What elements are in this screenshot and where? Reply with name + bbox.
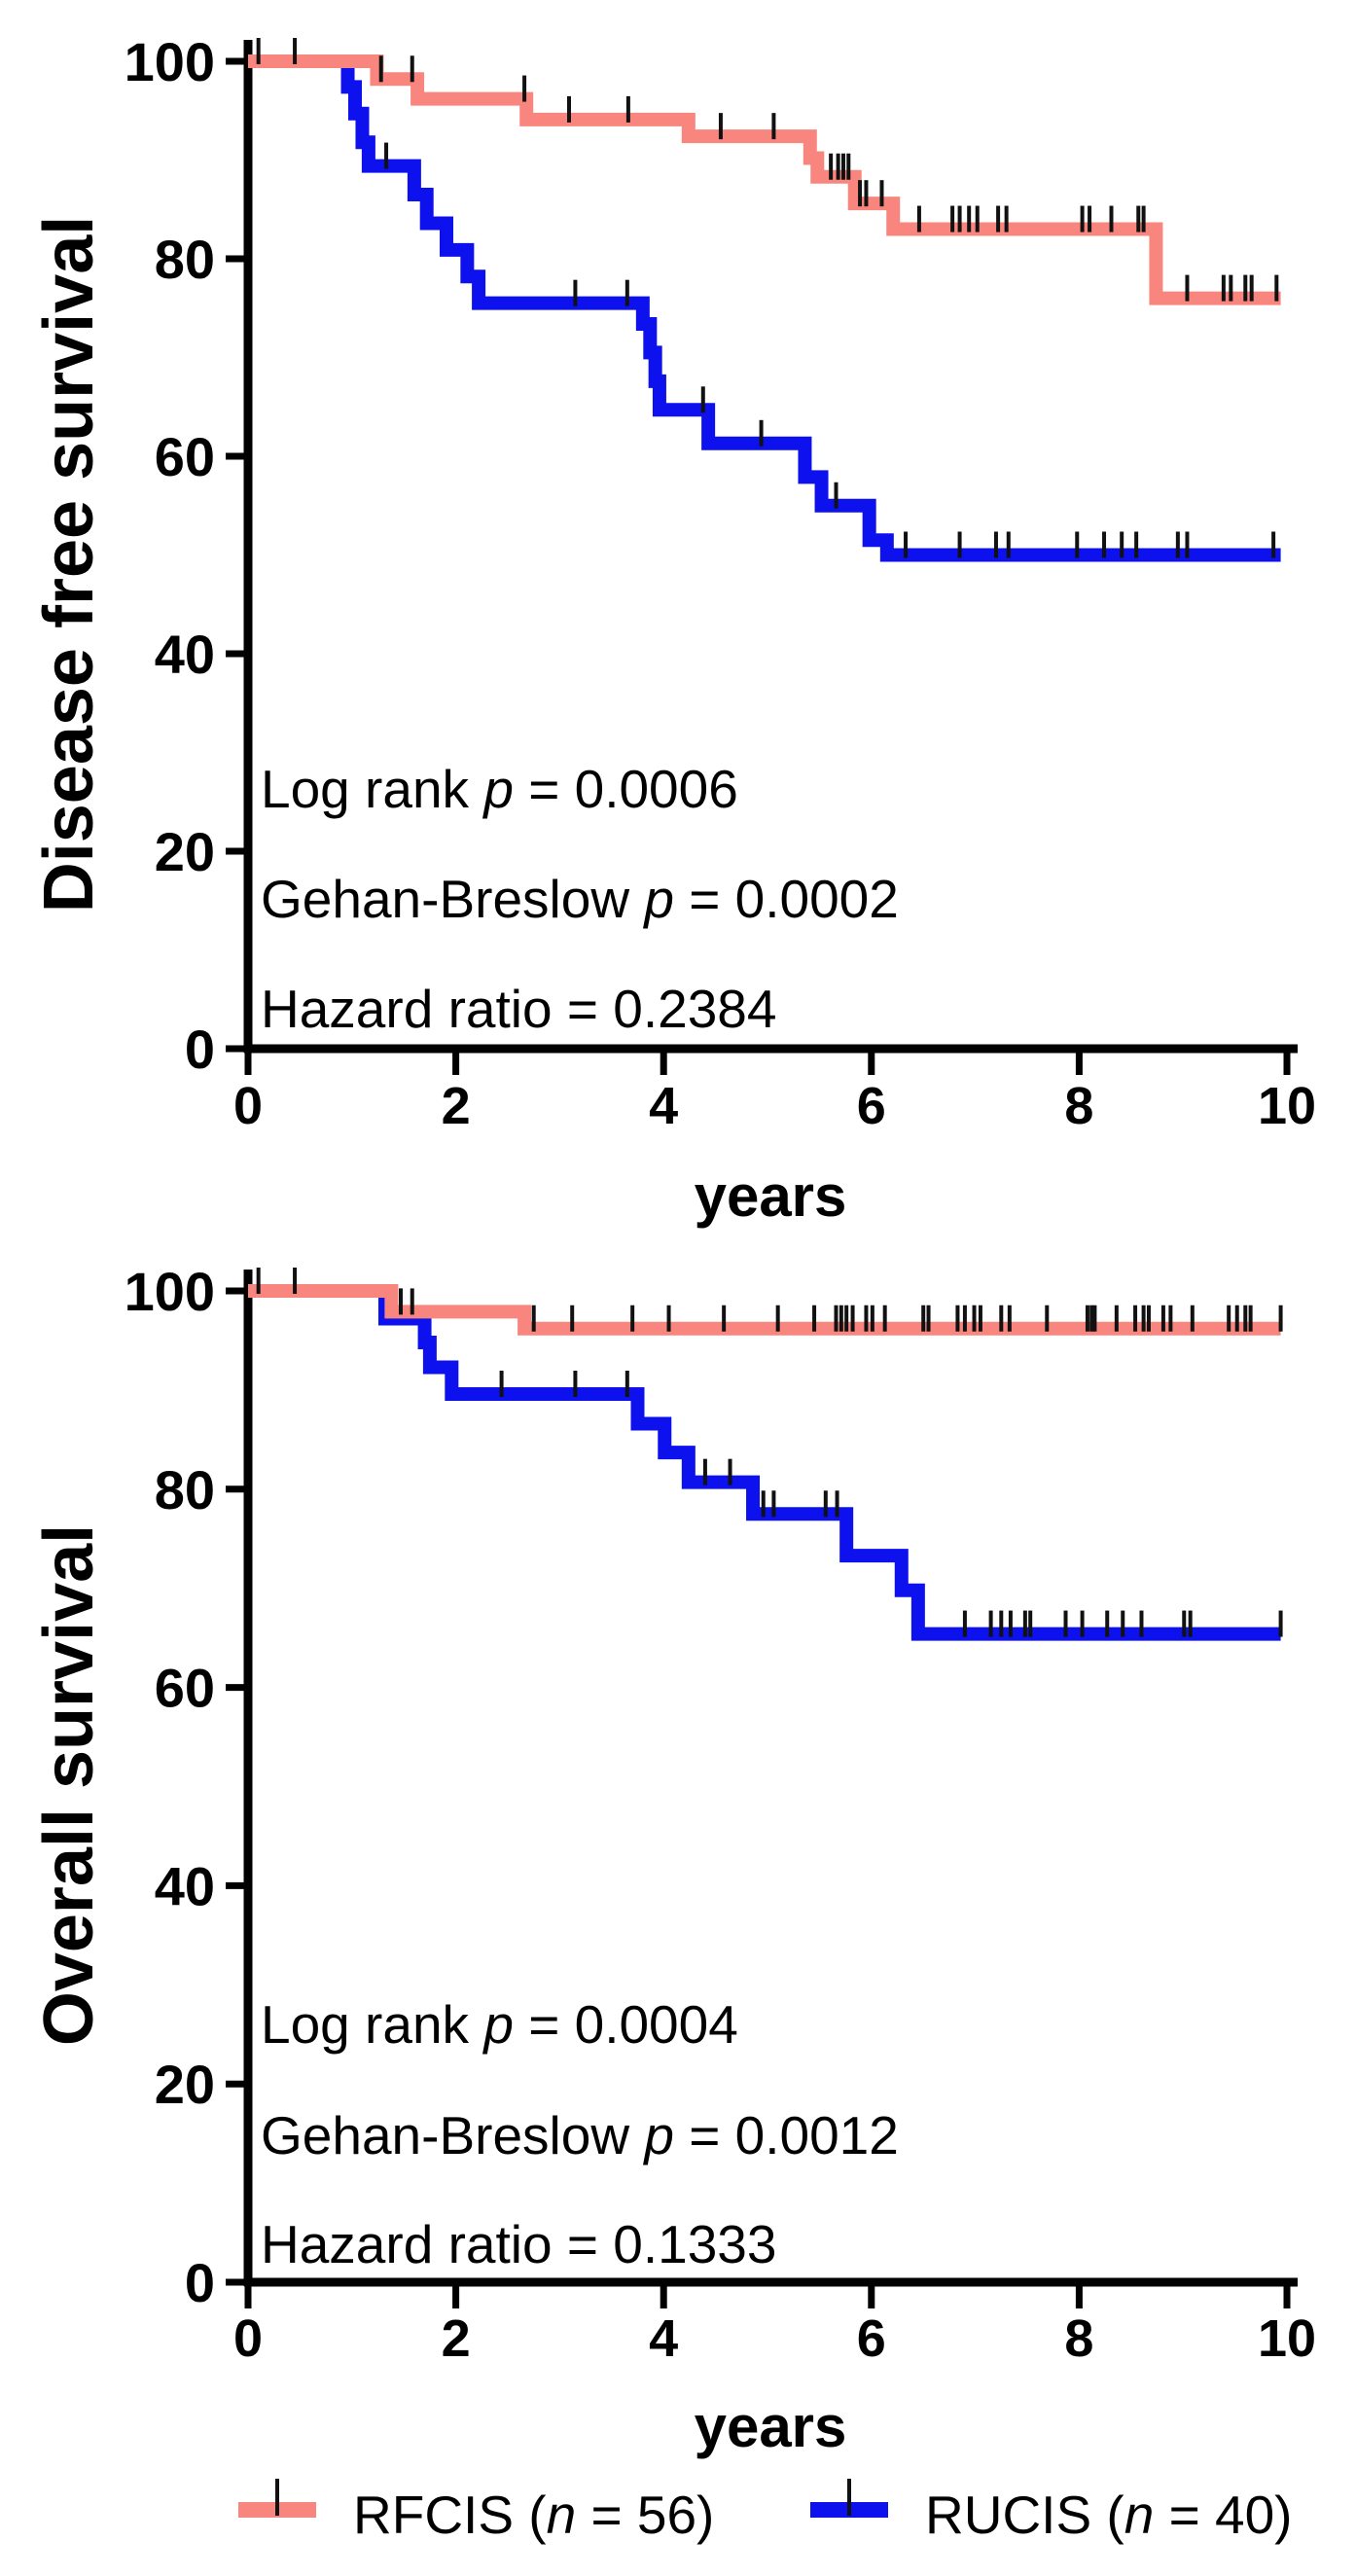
curves-top: [248, 54, 1281, 562]
legend-n-symbol: n: [547, 2485, 577, 2545]
x-tick-label: 6: [857, 2309, 886, 2368]
legend-label-rfcis: RFCIS (n = 56): [353, 2485, 714, 2545]
x-tick-label: 0: [233, 2309, 263, 2368]
legend-label-rucis: RUCIS (n = 40): [925, 2485, 1293, 2545]
legend-count: = 40): [1154, 2485, 1292, 2545]
stat-hazard-ratio-top: Hazard ratio = 0.2384: [261, 979, 776, 1039]
stat-gehan-breslow-bottom: Gehan-Breslow p = 0.0012: [261, 2105, 899, 2165]
y-tick-label: 0: [185, 1019, 215, 1080]
stat-hazard-ratio-bottom: Hazard ratio = 0.1333: [261, 2214, 776, 2274]
curves-bottom: [248, 1284, 1281, 1641]
x-tick-label: 6: [857, 1077, 886, 1135]
axes-bottom: [226, 1270, 1298, 2308]
y-tick-label: 100: [125, 31, 215, 92]
stat-value: = 0.0004: [514, 1994, 738, 2055]
curve-rucis: [248, 54, 1281, 562]
stat-p-symbol: p: [482, 759, 514, 819]
x-tick-label: 4: [649, 1077, 678, 1135]
y-axis-title-os: Overall survival: [30, 1524, 108, 2046]
x-tick-label: 8: [1064, 2309, 1093, 2368]
censor-marks-top: [256, 38, 1279, 558]
stat-log-rank-top: Log rank p = 0.0006: [261, 759, 738, 819]
x-tick-label: 10: [1258, 1077, 1316, 1135]
axes-top: [226, 40, 1298, 1075]
y-tick-label: 0: [185, 2252, 215, 2313]
legend-text: RUCIS (: [925, 2485, 1124, 2545]
plot-overall-survival: 100 80 60 40 20 00 2 4 6 8 10 Overall survival yea…: [30, 1261, 1316, 2459]
tick-labels-bottom: 100 80 60 40 20 00 2 4 6 8 10: [125, 1261, 1316, 2368]
y-tick-label: 100: [125, 1261, 215, 1322]
stat-text: Log rank: [261, 1994, 483, 2055]
stat-value: = 0.0012: [674, 2105, 899, 2165]
legend-text: RFCIS (: [353, 2485, 547, 2545]
stat-text: Hazard ratio = 0.2384: [261, 979, 776, 1039]
x-tick-label: 2: [442, 2309, 471, 2368]
y-tick-label: 20: [155, 821, 215, 882]
y-tick-label: 80: [155, 1459, 215, 1521]
curve-rfcis: [248, 54, 1281, 305]
stat-text: Gehan-Breslow: [261, 869, 644, 929]
x-tick-label: 10: [1258, 2309, 1316, 2368]
stat-text: Gehan-Breslow: [261, 2105, 644, 2165]
legend: RFCIS (n = 56) RUCIS (n = 40): [238, 2479, 1293, 2545]
curve-rfcis: [248, 1284, 1281, 1336]
y-tick-label: 60: [155, 426, 215, 487]
legend-n-symbol: n: [1124, 2485, 1155, 2545]
x-tick-label: 4: [649, 2309, 678, 2368]
y-tick-label: 40: [155, 624, 215, 685]
y-axis-title-dfs: Disease free survival: [30, 216, 108, 912]
x-tick-label: 2: [442, 1077, 471, 1135]
stat-value: = 0.0006: [514, 759, 738, 819]
stat-p-symbol: p: [642, 2105, 674, 2165]
stat-gehan-breslow-top: Gehan-Breslow p = 0.0002: [261, 869, 899, 929]
x-axis-title-bottom: years: [695, 2394, 847, 2459]
y-tick-label: 20: [155, 2054, 215, 2115]
y-tick-label: 60: [155, 1658, 215, 1719]
y-tick-label: 80: [155, 229, 215, 290]
legend-count: = 56): [576, 2485, 714, 2545]
y-tick-label: 40: [155, 1855, 215, 1916]
stat-text: Hazard ratio = 0.1333: [261, 2214, 776, 2274]
stat-p-symbol: p: [642, 869, 674, 929]
curve-rucis: [248, 1284, 1281, 1641]
stat-value: = 0.0002: [674, 869, 899, 929]
x-axis-title-top: years: [695, 1163, 847, 1229]
stat-p-symbol: p: [482, 1994, 514, 2055]
plot-disease-free-survival: 100 80 60 40 20 00 2 4 6 8 10 Disease free surviva…: [30, 31, 1316, 1229]
censor-marks-bottom: [256, 1268, 1283, 1637]
stat-log-rank-bottom: Log rank p = 0.0004: [261, 1994, 738, 2055]
tick-labels-top: 100 80 60 40 20 00 2 4 6 8 10: [125, 31, 1316, 1135]
stat-text: Log rank: [261, 759, 483, 819]
x-tick-label: 8: [1064, 1077, 1093, 1135]
x-tick-label: 0: [233, 1077, 263, 1135]
